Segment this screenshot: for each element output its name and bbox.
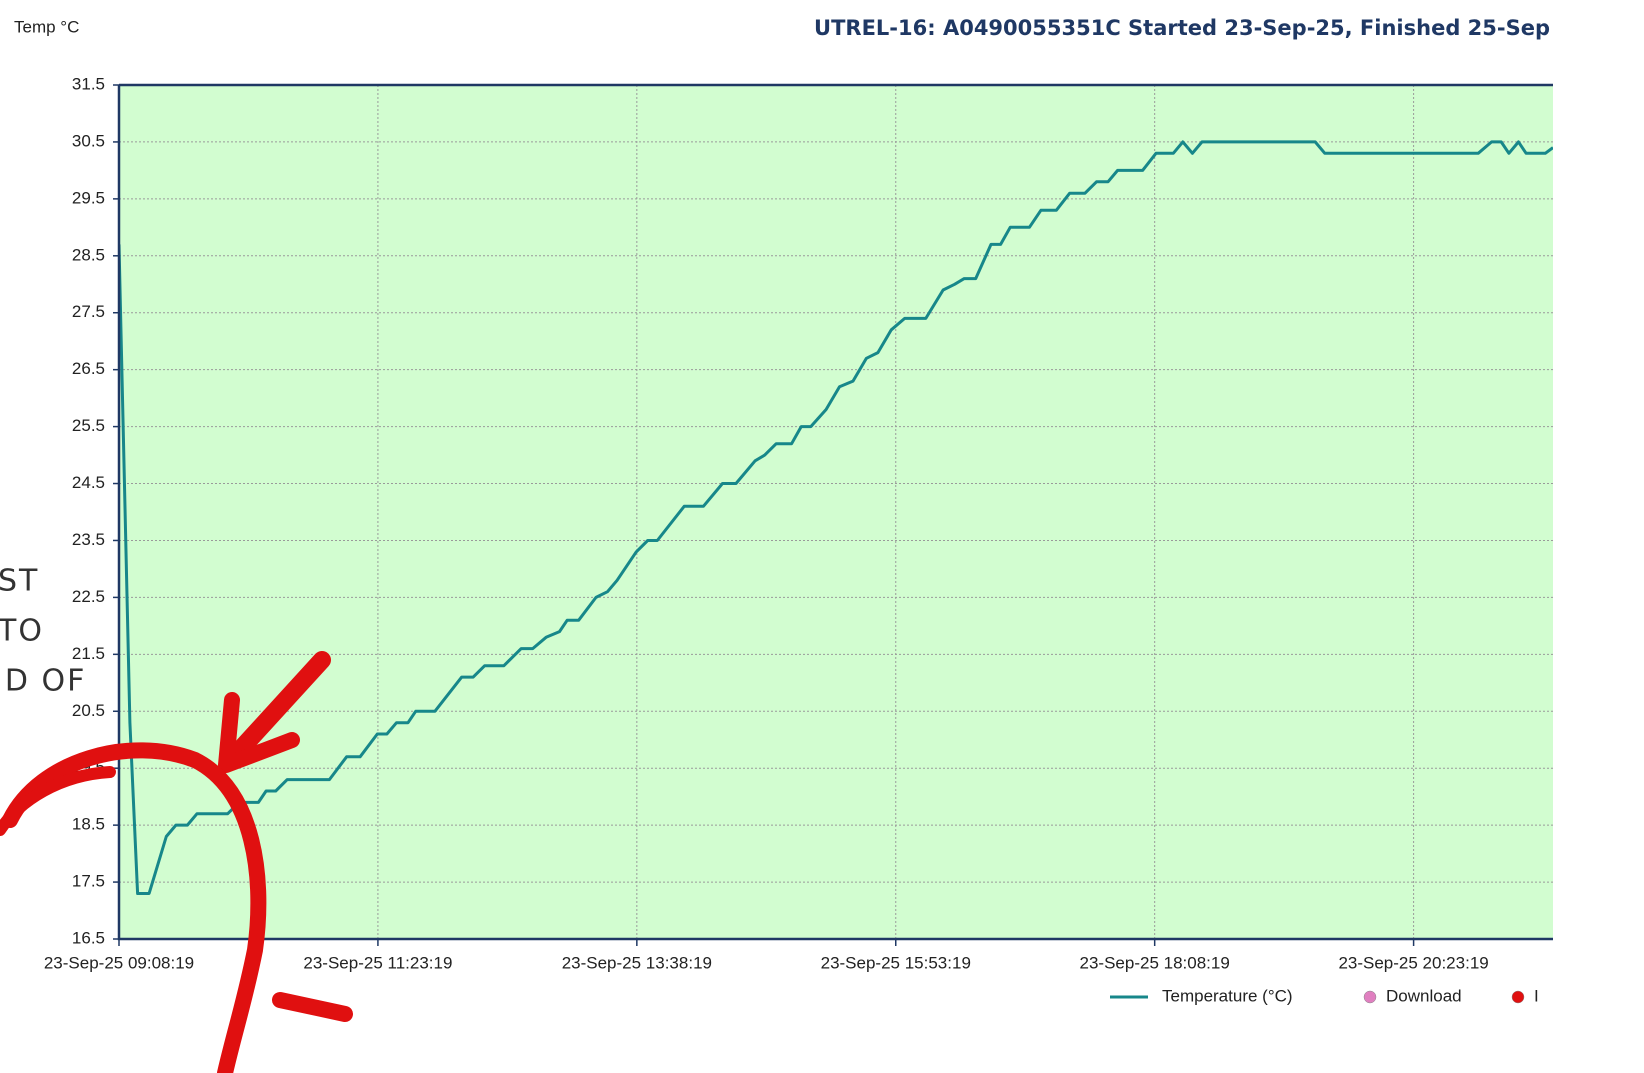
- y-tick-label: 22.5: [72, 587, 105, 606]
- legend-marker: [1363, 990, 1377, 1004]
- y-tick-label: 23.5: [72, 530, 105, 549]
- legend-label: Download: [1386, 986, 1462, 1005]
- y-tick-label: 29.5: [72, 188, 105, 207]
- y-tick-label: 20.5: [72, 701, 105, 720]
- x-tick-label: 23-Sep-25 18:08:19: [1080, 953, 1230, 972]
- y-tick-label: 28.5: [72, 245, 105, 264]
- annotation: TO: [0, 614, 44, 649]
- y-tick-label: 18.5: [72, 815, 105, 834]
- highlight: [0, 651, 353, 1073]
- x-tick-label: 23-Sep-25 11:23:19: [303, 953, 452, 972]
- series-line: [119, 140, 1553, 895]
- plot-area: [119, 85, 1553, 939]
- y-tick-label: 26.5: [72, 359, 105, 378]
- y-axis-label: Temp °C: [14, 17, 79, 36]
- annotation: ID OF: [0, 664, 86, 699]
- y-tick-label: 16.5: [72, 928, 105, 947]
- x-tick-label: 23-Sep-25 09:08:19: [44, 953, 194, 972]
- circle-stroke: [2, 742, 267, 1073]
- y-tick-label: 27.5: [72, 302, 105, 321]
- chart-title: UTREL-16: A0490055351C Started 23-Sep-25…: [814, 16, 1550, 40]
- y-tick-label: 31.5: [72, 74, 105, 93]
- y-tick-label: 21.5: [72, 644, 105, 663]
- x-tick-label: 23-Sep-25 20:23:19: [1338, 953, 1488, 972]
- y-tick-label: 30.5: [72, 131, 105, 150]
- y-tick-label: 17.5: [72, 872, 105, 891]
- circle-stroke: [0, 766, 116, 836]
- arrow-shaft: [229, 651, 331, 761]
- annotation: ST: [0, 564, 39, 599]
- x-tick-label: 23-Sep-25 15:53:19: [821, 953, 971, 972]
- y-tick-label: 25.5: [72, 416, 105, 435]
- legend-marker: [1511, 990, 1525, 1004]
- dash: [272, 992, 353, 1022]
- y-tick-label: 24.5: [72, 473, 105, 492]
- legend-label: Temperature (°C): [1162, 986, 1293, 1005]
- legend-label: I: [1534, 986, 1539, 1005]
- arrow-head: [218, 692, 300, 773]
- x-tick-label: 23-Sep-25 13:38:19: [562, 953, 712, 972]
